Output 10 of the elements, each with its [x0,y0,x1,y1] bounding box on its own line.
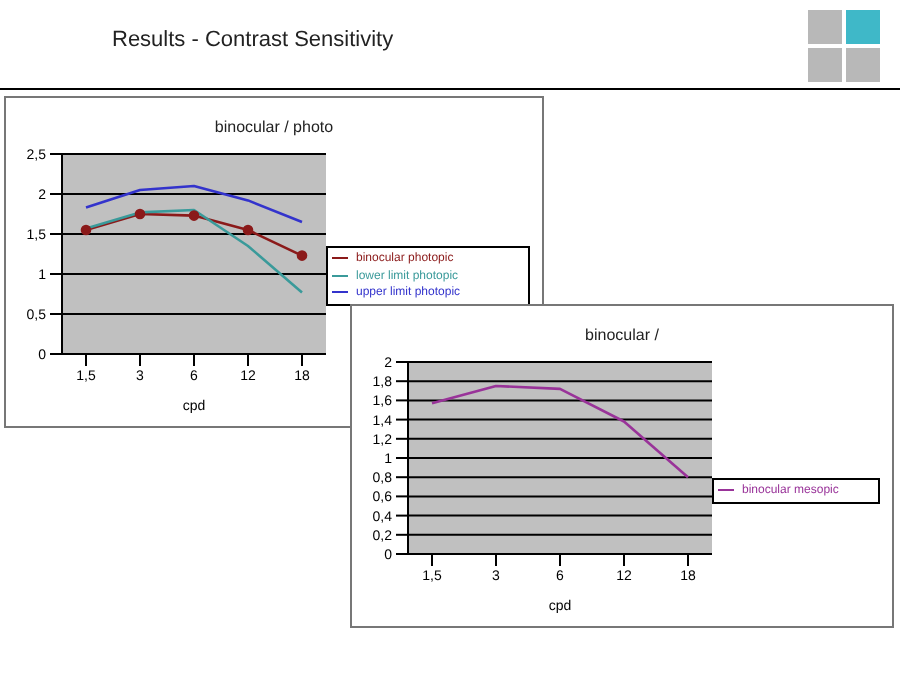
chart-title: binocular / [583,326,661,348]
line-series [430,384,690,479]
line-series [84,184,304,224]
text: Results - Contrast Sensitivity [112,28,394,52]
chart-title: binocular / photo [212,118,336,140]
point [134,208,146,220]
point [188,210,200,221]
point [296,250,308,261]
point [80,224,92,236]
point [242,224,254,236]
